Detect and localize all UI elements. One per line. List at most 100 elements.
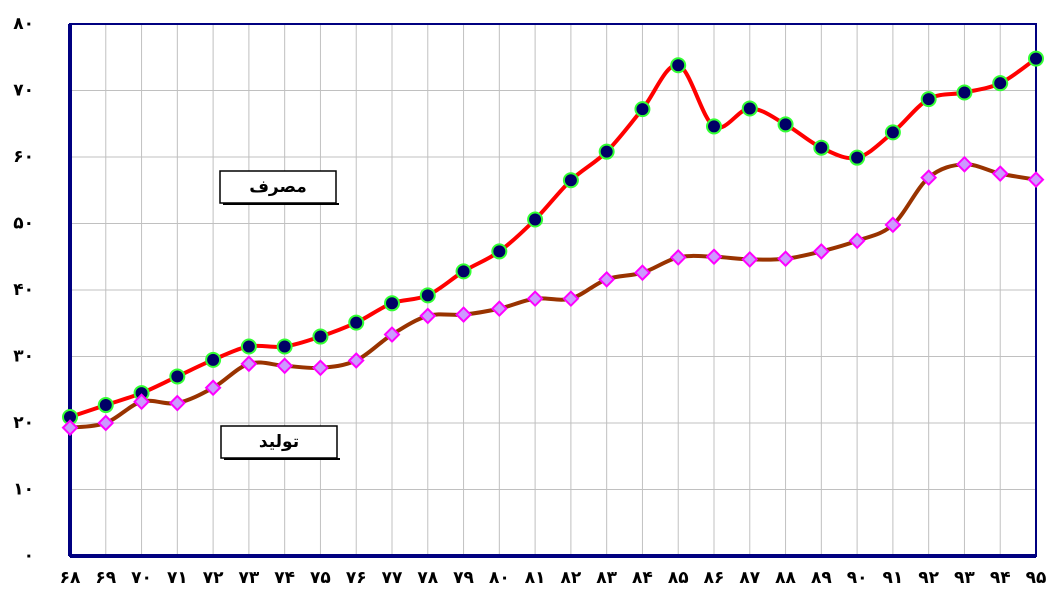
point [884, 216, 902, 234]
point [813, 139, 830, 156]
legend-label: تولید [259, 432, 299, 452]
point [706, 118, 722, 135]
point [312, 359, 329, 377]
point [276, 357, 294, 375]
point [1028, 50, 1044, 67]
point [849, 149, 866, 166]
point [419, 287, 436, 304]
point [348, 314, 365, 331]
point [526, 290, 544, 308]
point [240, 338, 257, 355]
point [455, 306, 472, 324]
point [920, 91, 937, 108]
point [634, 264, 651, 282]
point [705, 248, 723, 266]
y-tick-label: ۶۰ [13, 147, 34, 167]
y-tick-label: ۸۰ [13, 14, 34, 34]
point [384, 295, 400, 312]
x-tick-label: ۷۷ [382, 568, 403, 588]
y-tick-label: ۵۰ [13, 214, 34, 234]
x-tick-label: ۶۸ [60, 568, 81, 588]
point [992, 75, 1009, 92]
x-tick-label: ۷۴ [274, 568, 295, 588]
point [61, 419, 79, 437]
point [240, 355, 258, 373]
point [97, 397, 114, 414]
x-tick-label: ۸۱ [525, 568, 546, 588]
x-tick-label: ۷۱ [167, 568, 188, 588]
x-tick-label: ۷۰ [131, 568, 152, 588]
point [97, 414, 115, 432]
point [598, 143, 615, 160]
legend-shadow [224, 458, 340, 460]
point [848, 232, 866, 250]
point [777, 250, 794, 268]
x-tick-label: ۸۲ [561, 568, 582, 588]
point [490, 300, 508, 318]
legend-box [220, 425, 338, 459]
x-tick-label: ۸۵ [668, 568, 689, 588]
x-tick-label: ۸۳ [596, 568, 617, 588]
x-tick-label: ۸۹ [811, 568, 832, 588]
x-tick-label: ۸۴ [632, 568, 653, 588]
point [670, 57, 687, 74]
point [133, 393, 150, 411]
y-tick-label: ۲۰ [13, 413, 34, 433]
point [205, 351, 222, 368]
y-tick-label: ۷۰ [13, 81, 34, 101]
point [276, 338, 293, 355]
x-tick-label: ۹۱ [883, 568, 904, 588]
x-tick-label: ۹۲ [918, 568, 939, 588]
x-tick-label: ۸۶ [704, 568, 725, 588]
x-tick-label: ۸۸ [775, 568, 796, 588]
x-tick-label: ۷۲ [203, 568, 224, 588]
point [1027, 171, 1045, 189]
point [956, 155, 973, 173]
x-tick-label: ۷۳ [239, 568, 260, 588]
x-tick-label: ۹۳ [954, 568, 975, 588]
point [991, 165, 1009, 183]
point [168, 394, 186, 412]
point [562, 290, 580, 308]
point [669, 249, 687, 266]
y-tick-label: ۴۰ [13, 280, 34, 300]
legend-shadow [223, 203, 339, 205]
y-tick-label: ۱۰ [13, 480, 34, 500]
point [419, 307, 437, 325]
x-tick-label: ۷۶ [346, 568, 367, 588]
point [956, 84, 973, 101]
point [920, 169, 938, 187]
x-tick-label: ۷۸ [417, 568, 438, 588]
x-tick-label: ۶۹ [95, 568, 116, 588]
point [383, 326, 401, 343]
point [634, 101, 651, 118]
x-tick-label: ۸۰ [489, 568, 510, 588]
point [562, 172, 579, 189]
x-tick-label: ۹۴ [990, 568, 1011, 588]
x-tick-label: ۷۵ [310, 568, 331, 588]
point [347, 352, 365, 369]
point [491, 243, 508, 260]
series-line [69, 162, 1037, 430]
point [777, 116, 794, 133]
x-tick-label: ۹۵ [1026, 568, 1047, 588]
x-tick-label: ۹۰ [847, 568, 868, 588]
point [884, 124, 901, 141]
point [741, 100, 758, 117]
point [312, 328, 329, 345]
point [741, 250, 759, 268]
point [455, 263, 472, 280]
point [527, 211, 544, 228]
y-tick-label: ۳۰ [13, 347, 34, 367]
x-tick-label: ۸۷ [739, 568, 760, 588]
point [812, 243, 830, 260]
y-tick-label: ۰ [24, 546, 34, 566]
series-line [69, 56, 1038, 419]
point [598, 270, 616, 288]
point [169, 368, 186, 385]
legend-label: مصرف [249, 177, 307, 197]
x-tick-label: ۷۹ [453, 568, 474, 588]
point [204, 379, 222, 397]
legend-box [219, 170, 337, 204]
